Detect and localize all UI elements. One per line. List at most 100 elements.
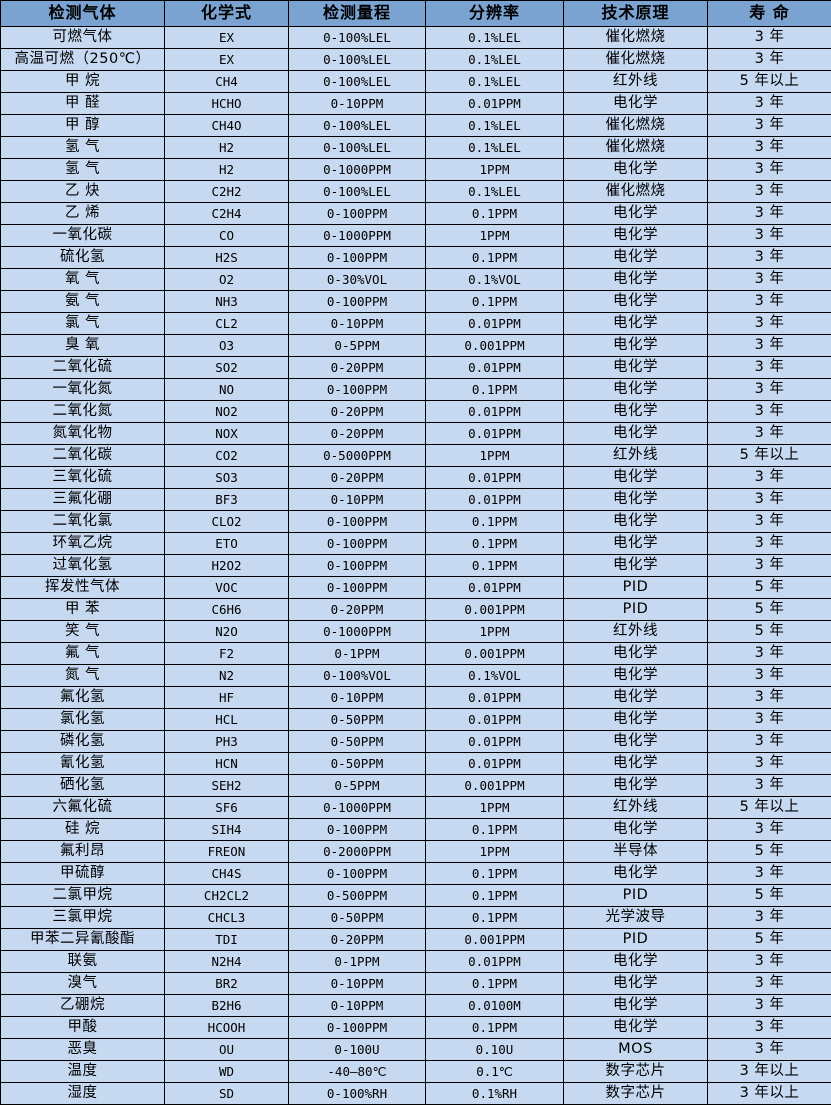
cell-resolution: 0.1PPM [426, 291, 564, 313]
cell-resolution: 0.1PPM [426, 907, 564, 929]
cell-lifetime: 5 年 [708, 929, 831, 951]
cell-principle: 电化学 [564, 819, 708, 841]
cell-gas: 甲 苯 [1, 599, 165, 621]
cell-formula: SD [165, 1083, 289, 1105]
cell-formula: HCOOH [165, 1017, 289, 1039]
cell-resolution: 1PPM [426, 159, 564, 181]
cell-gas: 环氧乙烷 [1, 533, 165, 555]
cell-principle: 红外线 [564, 445, 708, 467]
cell-gas: 湿度 [1, 1083, 165, 1105]
cell-formula: F2 [165, 643, 289, 665]
cell-range: 0-1PPM [289, 951, 426, 973]
cell-formula: SO2 [165, 357, 289, 379]
cell-gas: 氟 气 [1, 643, 165, 665]
cell-principle: 电化学 [564, 225, 708, 247]
cell-principle: 电化学 [564, 313, 708, 335]
cell-formula: CO2 [165, 445, 289, 467]
cell-formula: EX [165, 27, 289, 49]
cell-range: 0-30%VOL [289, 269, 426, 291]
cell-principle: 电化学 [564, 533, 708, 555]
cell-principle: 数字芯片 [564, 1061, 708, 1083]
cell-formula: CH4 [165, 71, 289, 93]
cell-formula: N2 [165, 665, 289, 687]
cell-gas: 甲 烷 [1, 71, 165, 93]
cell-lifetime: 5 年 [708, 841, 831, 863]
cell-formula: CH2CL2 [165, 885, 289, 907]
cell-principle: 催化燃烧 [564, 115, 708, 137]
cell-resolution: 0.001PPM [426, 599, 564, 621]
cell-gas: 过氧化氢 [1, 555, 165, 577]
cell-gas: 甲苯二异氰酸酯 [1, 929, 165, 951]
cell-formula: SEH2 [165, 775, 289, 797]
cell-resolution: 0.001PPM [426, 335, 564, 357]
cell-resolution: 0.1%LEL [426, 115, 564, 137]
cell-formula: CHCL3 [165, 907, 289, 929]
cell-lifetime: 3 年 [708, 137, 831, 159]
cell-resolution: 0.01PPM [426, 401, 564, 423]
cell-formula: H2 [165, 159, 289, 181]
cell-range: 0-500PPM [289, 885, 426, 907]
cell-formula: CL2 [165, 313, 289, 335]
cell-resolution: 0.1PPM [426, 973, 564, 995]
cell-principle: 电化学 [564, 1017, 708, 1039]
cell-gas: 氢 气 [1, 159, 165, 181]
cell-gas: 恶臭 [1, 1039, 165, 1061]
cell-formula: BF3 [165, 489, 289, 511]
cell-formula: HCHO [165, 93, 289, 115]
cell-lifetime: 3 年 [708, 687, 831, 709]
cell-formula: NO2 [165, 401, 289, 423]
cell-resolution: 0.1%VOL [426, 665, 564, 687]
cell-resolution: 0.01PPM [426, 423, 564, 445]
cell-principle: 电化学 [564, 951, 708, 973]
cell-gas: 硫化氢 [1, 247, 165, 269]
cell-lifetime: 3 年以上 [708, 1083, 831, 1105]
cell-lifetime: 3 年 [708, 665, 831, 687]
cell-lifetime: 3 年以上 [708, 1061, 831, 1083]
cell-resolution: 0.01PPM [426, 709, 564, 731]
cell-formula: HCL [165, 709, 289, 731]
cell-lifetime: 3 年 [708, 203, 831, 225]
cell-principle: 电化学 [564, 357, 708, 379]
cell-gas: 三氟化硼 [1, 489, 165, 511]
cell-range: 0-10PPM [289, 995, 426, 1017]
cell-lifetime: 3 年 [708, 335, 831, 357]
cell-range: 0-10PPM [289, 489, 426, 511]
cell-gas: 氯 气 [1, 313, 165, 335]
cell-range: 0-5000PPM [289, 445, 426, 467]
cell-formula: EX [165, 49, 289, 71]
cell-principle: 电化学 [564, 247, 708, 269]
cell-resolution: 0.0100M [426, 995, 564, 1017]
cell-lifetime: 3 年 [708, 225, 831, 247]
cell-lifetime: 3 年 [708, 973, 831, 995]
cell-lifetime: 3 年 [708, 423, 831, 445]
cell-gas: 六氟化硫 [1, 797, 165, 819]
cell-range: 0-100PPM [289, 555, 426, 577]
column-header-lifetime: 寿 命 [708, 1, 831, 27]
cell-gas: 乙 烯 [1, 203, 165, 225]
cell-resolution: 0.1PPM [426, 555, 564, 577]
cell-lifetime: 5 年 [708, 621, 831, 643]
cell-principle: 电化学 [564, 775, 708, 797]
cell-resolution: 0.01PPM [426, 753, 564, 775]
cell-formula: O2 [165, 269, 289, 291]
cell-principle: 催化燃烧 [564, 181, 708, 203]
table-header-row: 检测气体 化学式 检测量程 分辨率 技术原理 寿 命 [1, 1, 831, 27]
cell-gas: 高温可燃（250℃） [1, 49, 165, 71]
cell-lifetime: 3 年 [708, 753, 831, 775]
cell-range: 0-20PPM [289, 599, 426, 621]
cell-resolution: 0.1%LEL [426, 49, 564, 71]
cell-formula: SO3 [165, 467, 289, 489]
